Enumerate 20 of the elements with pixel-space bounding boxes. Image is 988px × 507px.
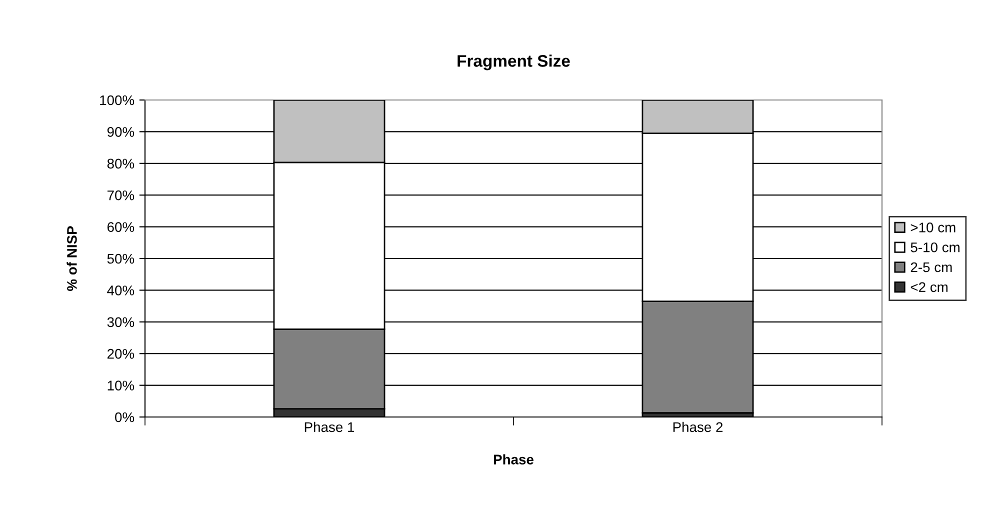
- y-tick-label: 10%: [108, 380, 134, 390]
- x-axis-title: Phase: [494, 454, 534, 464]
- legend-label: 2-5 cm: [910, 262, 952, 272]
- legend-label: <2 cm: [910, 282, 948, 292]
- legend-label: >10 cm: [910, 222, 956, 232]
- y-axis-title: % of NISP: [66, 226, 77, 291]
- x-tick-label: Phase 1: [304, 422, 354, 432]
- y-tick-label: 30%: [107, 317, 134, 328]
- y-tick-label: 60%: [107, 222, 134, 232]
- chart-title: Fragment Size: [458, 54, 570, 70]
- y-tick-label: 20%: [107, 348, 134, 359]
- y-tick-label: 80%: [107, 158, 134, 169]
- legend-label: 5-10 cm: [910, 242, 960, 252]
- y-tick-label: 90%: [107, 127, 134, 137]
- y-tick-label: 50%: [107, 254, 134, 264]
- x-tick-label: Phase 2: [673, 422, 723, 432]
- y-tick-label: 0%: [115, 412, 134, 422]
- y-tick-label: 70%: [108, 190, 134, 200]
- y-tick-label: 100%: [100, 95, 134, 106]
- y-tick-label: 40%: [107, 286, 134, 296]
